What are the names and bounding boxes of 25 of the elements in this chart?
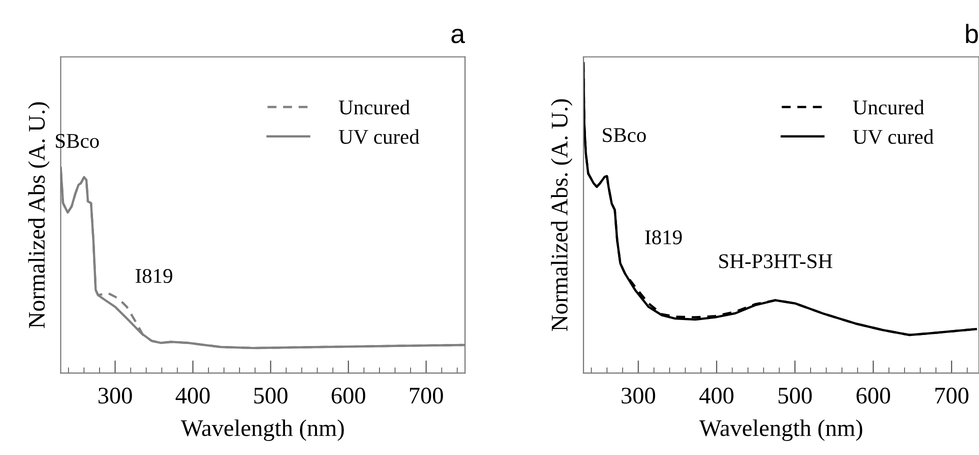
- x-tick-label: 300: [98, 388, 132, 404]
- x-axis-title: Wavelength (nm): [180, 420, 344, 441]
- annotation: I819: [136, 268, 172, 284]
- x-tick-label: 400: [699, 388, 734, 404]
- x-tick-label: 600: [332, 388, 366, 404]
- annotation: SH-P3HT-SH: [719, 254, 832, 268]
- x-tick-label: 700: [935, 388, 968, 404]
- chart-title: a: [451, 28, 466, 44]
- x-axis-title: Wavelength (nm): [699, 420, 862, 441]
- x-tick-label: 300: [622, 388, 656, 404]
- legend-label: UV cured: [853, 129, 934, 144]
- y-axis-title: Normalized Abs. (A. U.): [550, 99, 572, 332]
- x-tick-label: 500: [778, 388, 812, 404]
- x-tick-label: 700: [410, 388, 443, 404]
- chart-title: b: [966, 24, 978, 44]
- x-tick-label: 500: [254, 388, 288, 404]
- legend-label: UV cured: [338, 129, 420, 144]
- x-tick-label: 600: [856, 388, 890, 404]
- annotation: I819: [645, 230, 682, 244]
- legend-label: Uncured: [853, 100, 924, 114]
- annotation: SBco: [602, 128, 646, 142]
- legend-label: Uncured: [338, 100, 410, 114]
- annotation: SBco: [56, 134, 99, 148]
- y-axis-title: Normalized Abs (A. U.): [28, 102, 50, 328]
- x-tick-label: 400: [176, 388, 210, 404]
